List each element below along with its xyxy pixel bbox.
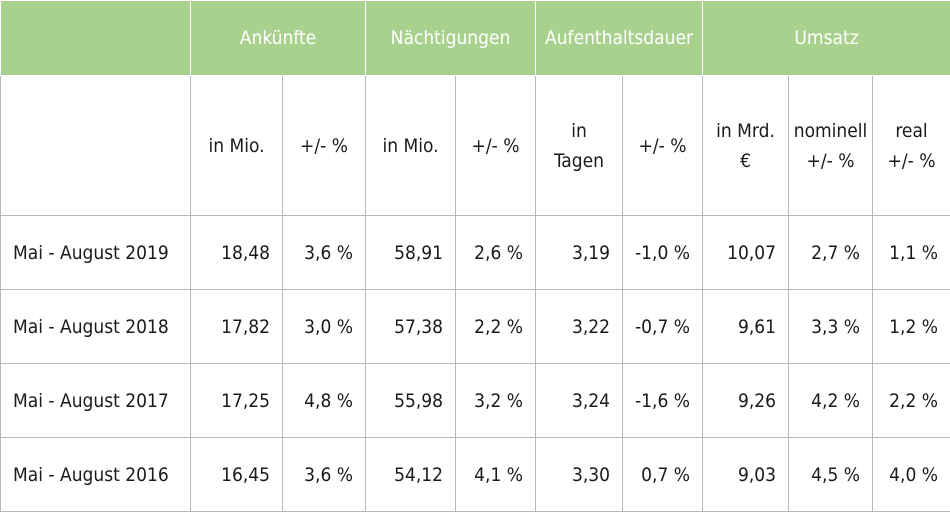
- cell-revenue-nominal: 3,3 %: [789, 290, 873, 364]
- cell-revenue-real: 2,2 %: [873, 364, 950, 438]
- cell-stay-days: 3,19: [536, 216, 623, 290]
- sub-header-stay-change: +/- %: [623, 76, 703, 216]
- sub-header-revenue-bn: in Mrd. €: [703, 76, 789, 216]
- cell-revenue-bn: 10,07: [703, 216, 789, 290]
- sub-header-arrivals-mio: in Mio.: [191, 76, 283, 216]
- cell-arrivals-change: 3,6 %: [283, 438, 366, 512]
- cell-stay-change: 0,7 %: [623, 438, 703, 512]
- cell-arrivals-change: 3,6 %: [283, 216, 366, 290]
- sub-header-revenue-nominal: nominell +/- %: [789, 76, 873, 216]
- group-header-blank: [1, 1, 191, 76]
- table-row: Mai - August 2018 17,82 3,0 % 57,38 2,2 …: [1, 290, 950, 364]
- table-row: Mai - August 2019 18,48 3,6 % 58,91 2,6 …: [1, 216, 950, 290]
- cell-overnights-mio: 57,38: [366, 290, 456, 364]
- table-row: Mai - August 2016 16,45 3,6 % 54,12 4,1 …: [1, 438, 950, 512]
- cell-overnights-mio: 54,12: [366, 438, 456, 512]
- group-header-length-of-stay: Aufenthaltsdauer: [536, 1, 703, 76]
- sub-header-stay-days: in Tagen: [536, 76, 623, 216]
- cell-overnights-change: 4,1 %: [456, 438, 536, 512]
- cell-stay-days: 3,22: [536, 290, 623, 364]
- cell-stay-days: 3,30: [536, 438, 623, 512]
- sub-header-overnights-change: +/- %: [456, 76, 536, 216]
- row-label: Mai - August 2016: [1, 438, 191, 512]
- cell-revenue-real: 1,2 %: [873, 290, 950, 364]
- cell-revenue-real: 4,0 %: [873, 438, 950, 512]
- sub-header-revenue-real: real +/- %: [873, 76, 950, 216]
- cell-stay-change: -1,6 %: [623, 364, 703, 438]
- cell-arrivals-mio: 17,82: [191, 290, 283, 364]
- sub-header-arrivals-change: +/- %: [283, 76, 366, 216]
- row-label: Mai - August 2018: [1, 290, 191, 364]
- group-header-arrivals: Ankünfte: [191, 1, 366, 76]
- cell-stay-change: -0,7 %: [623, 290, 703, 364]
- cell-revenue-bn: 9,61: [703, 290, 789, 364]
- group-header-row: Ankünfte Nächtigungen Aufenthaltsdauer U…: [1, 1, 950, 76]
- cell-stay-change: -1,0 %: [623, 216, 703, 290]
- sub-header-row: in Mio. +/- % in Mio. +/- % in Tagen +/-…: [1, 76, 950, 216]
- cell-overnights-mio: 55,98: [366, 364, 456, 438]
- cell-revenue-nominal: 4,5 %: [789, 438, 873, 512]
- cell-overnights-change: 2,2 %: [456, 290, 536, 364]
- cell-overnights-change: 3,2 %: [456, 364, 536, 438]
- group-header-overnight-stays: Nächtigungen: [366, 1, 536, 76]
- row-label: Mai - August 2019: [1, 216, 191, 290]
- cell-revenue-nominal: 4,2 %: [789, 364, 873, 438]
- table-row: Mai - August 2017 17,25 4,8 % 55,98 3,2 …: [1, 364, 950, 438]
- group-header-revenue: Umsatz: [703, 1, 950, 76]
- cell-revenue-nominal: 2,7 %: [789, 216, 873, 290]
- sub-header-corner: [1, 76, 191, 216]
- cell-arrivals-change: 3,0 %: [283, 290, 366, 364]
- cell-arrivals-mio: 17,25: [191, 364, 283, 438]
- cell-revenue-bn: 9,26: [703, 364, 789, 438]
- row-label: Mai - August 2017: [1, 364, 191, 438]
- cell-arrivals-change: 4,8 %: [283, 364, 366, 438]
- cell-overnights-mio: 58,91: [366, 216, 456, 290]
- sub-header-overnights-mio: in Mio.: [366, 76, 456, 216]
- cell-stay-days: 3,24: [536, 364, 623, 438]
- cell-revenue-bn: 9,03: [703, 438, 789, 512]
- cell-arrivals-mio: 18,48: [191, 216, 283, 290]
- cell-overnights-change: 2,6 %: [456, 216, 536, 290]
- cell-revenue-real: 1,1 %: [873, 216, 950, 290]
- cell-arrivals-mio: 16,45: [191, 438, 283, 512]
